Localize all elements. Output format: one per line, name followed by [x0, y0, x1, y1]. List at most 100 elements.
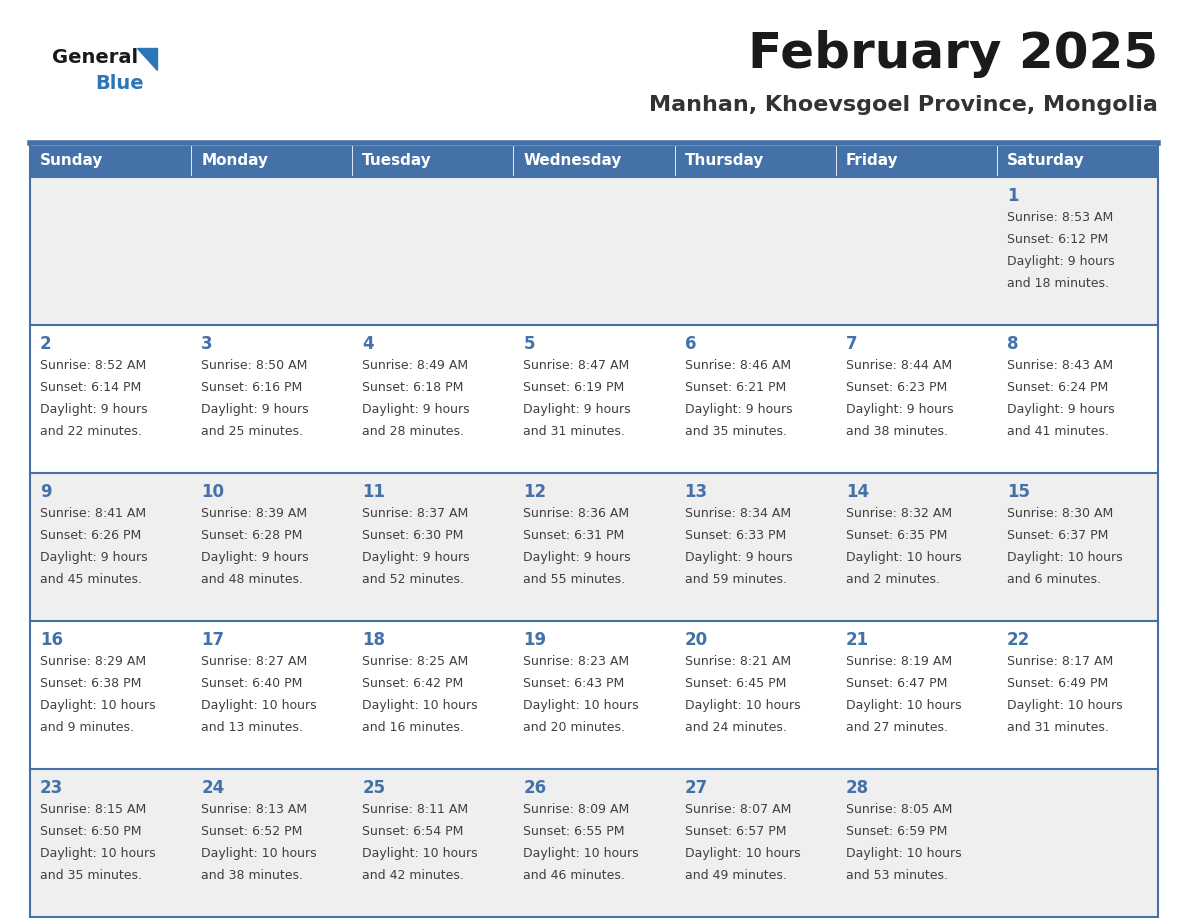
Text: 1: 1 — [1007, 187, 1018, 205]
Text: 28: 28 — [846, 779, 868, 797]
Text: 17: 17 — [201, 631, 225, 649]
Text: 12: 12 — [524, 483, 546, 501]
Bar — [353, 177, 513, 325]
Bar — [675, 769, 835, 917]
Bar — [30, 325, 191, 473]
Bar — [835, 325, 997, 473]
Text: February 2025: February 2025 — [748, 30, 1158, 78]
Text: Sunset: 6:52 PM: Sunset: 6:52 PM — [201, 825, 303, 838]
Text: Sunset: 6:18 PM: Sunset: 6:18 PM — [362, 381, 463, 394]
Text: Sunset: 6:54 PM: Sunset: 6:54 PM — [362, 825, 463, 838]
Text: 16: 16 — [40, 631, 63, 649]
Text: Daylight: 10 hours: Daylight: 10 hours — [684, 699, 801, 712]
Bar — [513, 621, 675, 769]
Text: Sunrise: 8:32 AM: Sunrise: 8:32 AM — [846, 507, 952, 520]
Text: Sunrise: 8:25 AM: Sunrise: 8:25 AM — [362, 655, 468, 668]
Bar — [353, 325, 513, 473]
Text: 4: 4 — [362, 335, 374, 353]
Text: Sunrise: 8:13 AM: Sunrise: 8:13 AM — [201, 803, 308, 816]
Text: Wednesday: Wednesday — [524, 153, 621, 169]
Text: 5: 5 — [524, 335, 535, 353]
Text: Sunset: 6:57 PM: Sunset: 6:57 PM — [684, 825, 786, 838]
Text: and 18 minutes.: and 18 minutes. — [1007, 277, 1108, 290]
Text: Sunset: 6:45 PM: Sunset: 6:45 PM — [684, 677, 786, 690]
Text: Daylight: 9 hours: Daylight: 9 hours — [201, 551, 309, 564]
Text: Monday: Monday — [201, 153, 268, 169]
Bar — [997, 325, 1158, 473]
Bar — [675, 145, 835, 177]
Text: Sunrise: 8:44 AM: Sunrise: 8:44 AM — [846, 359, 952, 372]
Bar — [191, 473, 353, 621]
Bar — [353, 145, 513, 177]
Text: Daylight: 9 hours: Daylight: 9 hours — [362, 551, 470, 564]
Text: Daylight: 10 hours: Daylight: 10 hours — [846, 551, 961, 564]
Text: Daylight: 10 hours: Daylight: 10 hours — [846, 699, 961, 712]
Text: and 49 minutes.: and 49 minutes. — [684, 869, 786, 882]
Text: Daylight: 10 hours: Daylight: 10 hours — [1007, 699, 1123, 712]
Bar — [513, 145, 675, 177]
Bar — [30, 145, 191, 177]
Text: Daylight: 9 hours: Daylight: 9 hours — [1007, 255, 1114, 268]
Bar — [997, 145, 1158, 177]
Text: Sunset: 6:12 PM: Sunset: 6:12 PM — [1007, 233, 1108, 246]
Text: Sunrise: 8:39 AM: Sunrise: 8:39 AM — [201, 507, 308, 520]
Text: Daylight: 9 hours: Daylight: 9 hours — [684, 403, 792, 416]
Bar — [675, 473, 835, 621]
Text: Friday: Friday — [846, 153, 898, 169]
Text: Sunday: Sunday — [40, 153, 103, 169]
Bar — [997, 473, 1158, 621]
Bar — [191, 325, 353, 473]
Text: Sunrise: 8:53 AM: Sunrise: 8:53 AM — [1007, 211, 1113, 224]
Text: General: General — [52, 48, 138, 67]
Text: and 22 minutes.: and 22 minutes. — [40, 425, 141, 438]
Text: 3: 3 — [201, 335, 213, 353]
Text: Daylight: 10 hours: Daylight: 10 hours — [524, 699, 639, 712]
Text: Daylight: 10 hours: Daylight: 10 hours — [684, 847, 801, 860]
Text: 23: 23 — [40, 779, 63, 797]
Text: and 41 minutes.: and 41 minutes. — [1007, 425, 1108, 438]
Text: Sunrise: 8:29 AM: Sunrise: 8:29 AM — [40, 655, 146, 668]
Text: Blue: Blue — [95, 74, 144, 93]
Text: Sunset: 6:55 PM: Sunset: 6:55 PM — [524, 825, 625, 838]
Text: 10: 10 — [201, 483, 225, 501]
Text: Daylight: 10 hours: Daylight: 10 hours — [40, 699, 156, 712]
Text: and 52 minutes.: and 52 minutes. — [362, 573, 465, 586]
Text: Sunset: 6:43 PM: Sunset: 6:43 PM — [524, 677, 625, 690]
Text: Sunrise: 8:30 AM: Sunrise: 8:30 AM — [1007, 507, 1113, 520]
Text: 2: 2 — [40, 335, 51, 353]
Text: and 38 minutes.: and 38 minutes. — [201, 869, 303, 882]
Text: and 48 minutes.: and 48 minutes. — [201, 573, 303, 586]
Bar — [353, 769, 513, 917]
Text: Daylight: 10 hours: Daylight: 10 hours — [846, 847, 961, 860]
Text: 15: 15 — [1007, 483, 1030, 501]
Text: Sunrise: 8:36 AM: Sunrise: 8:36 AM — [524, 507, 630, 520]
Text: Daylight: 9 hours: Daylight: 9 hours — [846, 403, 953, 416]
Bar — [675, 177, 835, 325]
Text: Daylight: 9 hours: Daylight: 9 hours — [524, 551, 631, 564]
Bar — [835, 769, 997, 917]
Text: Daylight: 9 hours: Daylight: 9 hours — [1007, 403, 1114, 416]
Text: Sunset: 6:14 PM: Sunset: 6:14 PM — [40, 381, 141, 394]
Text: and 59 minutes.: and 59 minutes. — [684, 573, 786, 586]
Text: Daylight: 10 hours: Daylight: 10 hours — [40, 847, 156, 860]
Text: Sunset: 6:24 PM: Sunset: 6:24 PM — [1007, 381, 1108, 394]
Text: 27: 27 — [684, 779, 708, 797]
Text: Sunrise: 8:37 AM: Sunrise: 8:37 AM — [362, 507, 468, 520]
Text: and 28 minutes.: and 28 minutes. — [362, 425, 465, 438]
Text: Sunset: 6:28 PM: Sunset: 6:28 PM — [201, 529, 303, 542]
Bar — [513, 325, 675, 473]
Text: Daylight: 9 hours: Daylight: 9 hours — [524, 403, 631, 416]
Bar — [30, 473, 191, 621]
Bar — [30, 177, 191, 325]
Text: Sunset: 6:19 PM: Sunset: 6:19 PM — [524, 381, 625, 394]
Text: 22: 22 — [1007, 631, 1030, 649]
Text: Saturday: Saturday — [1007, 153, 1085, 169]
Text: Sunset: 6:30 PM: Sunset: 6:30 PM — [362, 529, 463, 542]
Text: and 35 minutes.: and 35 minutes. — [684, 425, 786, 438]
Text: Sunset: 6:26 PM: Sunset: 6:26 PM — [40, 529, 141, 542]
Text: and 6 minutes.: and 6 minutes. — [1007, 573, 1101, 586]
Text: Sunrise: 8:23 AM: Sunrise: 8:23 AM — [524, 655, 630, 668]
Bar — [997, 769, 1158, 917]
Text: and 27 minutes.: and 27 minutes. — [846, 721, 948, 734]
Text: Sunset: 6:35 PM: Sunset: 6:35 PM — [846, 529, 947, 542]
